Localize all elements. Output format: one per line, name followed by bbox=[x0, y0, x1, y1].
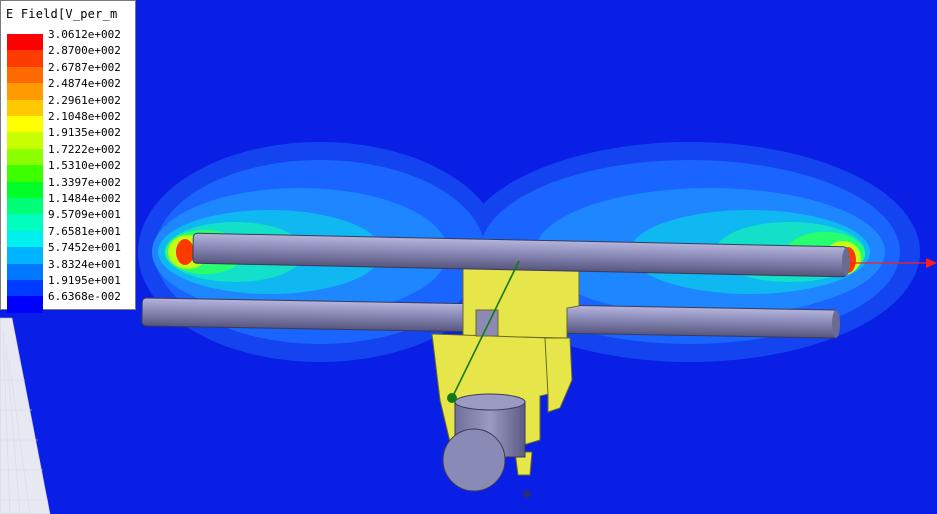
legend-value-label: 2.1048e+002 bbox=[48, 110, 121, 123]
legend-value-label: 3.0612e+002 bbox=[48, 28, 121, 41]
legend-swatch bbox=[7, 116, 43, 133]
legend-swatch bbox=[7, 280, 43, 297]
legend-value-label: 1.5310e+002 bbox=[48, 159, 121, 173]
legend-value-label: 1.3397e+002 bbox=[48, 175, 121, 189]
legend-swatch bbox=[7, 263, 43, 281]
legend-value-label: 2.6787e+002 bbox=[48, 60, 121, 74]
coax-connector-cylinder bbox=[442, 393, 531, 498]
legend-swatch bbox=[7, 230, 43, 248]
legend-swatch bbox=[7, 214, 43, 232]
legend-value-label: 1.1484e+002 bbox=[48, 192, 121, 205]
legend-swatch bbox=[7, 83, 43, 101]
axis-arrow bbox=[850, 258, 937, 268]
legend-value-label: 1.9195e+001 bbox=[48, 274, 121, 287]
legend-value-label: 3.8324e+001 bbox=[48, 257, 121, 271]
legend-value-label: 5.7452e+001 bbox=[48, 241, 121, 255]
legend-value-label: 6.6368e-002 bbox=[48, 290, 121, 304]
legend-swatch bbox=[7, 198, 43, 215]
legend-value-label: 2.2961e+002 bbox=[48, 93, 121, 107]
legend-value-label: 2.4874e+002 bbox=[48, 77, 121, 91]
legend-title: E Field[V_per_m bbox=[6, 7, 118, 21]
legend-swatch bbox=[7, 247, 43, 265]
legend-swatch bbox=[7, 181, 43, 199]
legend-value-label: 9.5709e+001 bbox=[48, 208, 121, 222]
legend-value-label: 1.7222e+002 bbox=[48, 142, 121, 156]
feed-line bbox=[447, 260, 520, 403]
legend-value-label: 7.6581e+001 bbox=[48, 224, 121, 238]
legend-value-label: 1.9135e+002 bbox=[48, 126, 121, 140]
legend-swatch bbox=[7, 66, 43, 84]
upper-dipole-rod bbox=[192, 232, 850, 278]
legend-swatch bbox=[7, 296, 43, 314]
legend-swatch bbox=[7, 34, 43, 51]
legend-swatch bbox=[7, 165, 43, 183]
ground-grid bbox=[0, 317, 51, 514]
legend-swatch bbox=[7, 148, 43, 166]
legend-swatch bbox=[7, 99, 43, 117]
legend-swatch bbox=[7, 50, 43, 68]
field-color-legend: E Field[V_per_m 3.0612e+002 2.8700e+002 2.… bbox=[0, 0, 136, 314]
legend-swatch bbox=[7, 132, 43, 150]
legend-value-label: 2.8700e+002 bbox=[48, 44, 121, 58]
